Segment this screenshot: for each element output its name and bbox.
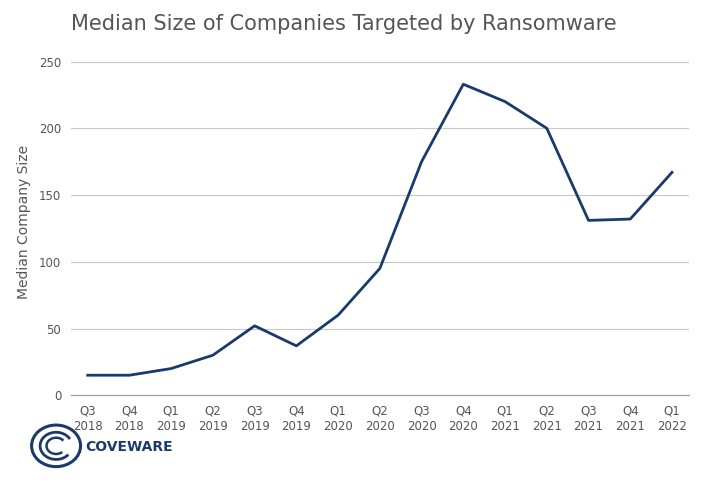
Y-axis label: Median Company Size: Median Company Size	[17, 145, 31, 299]
Text: COVEWARE: COVEWARE	[85, 440, 173, 454]
Text: Median Size of Companies Targeted by Ransomware: Median Size of Companies Targeted by Ran…	[71, 14, 616, 34]
